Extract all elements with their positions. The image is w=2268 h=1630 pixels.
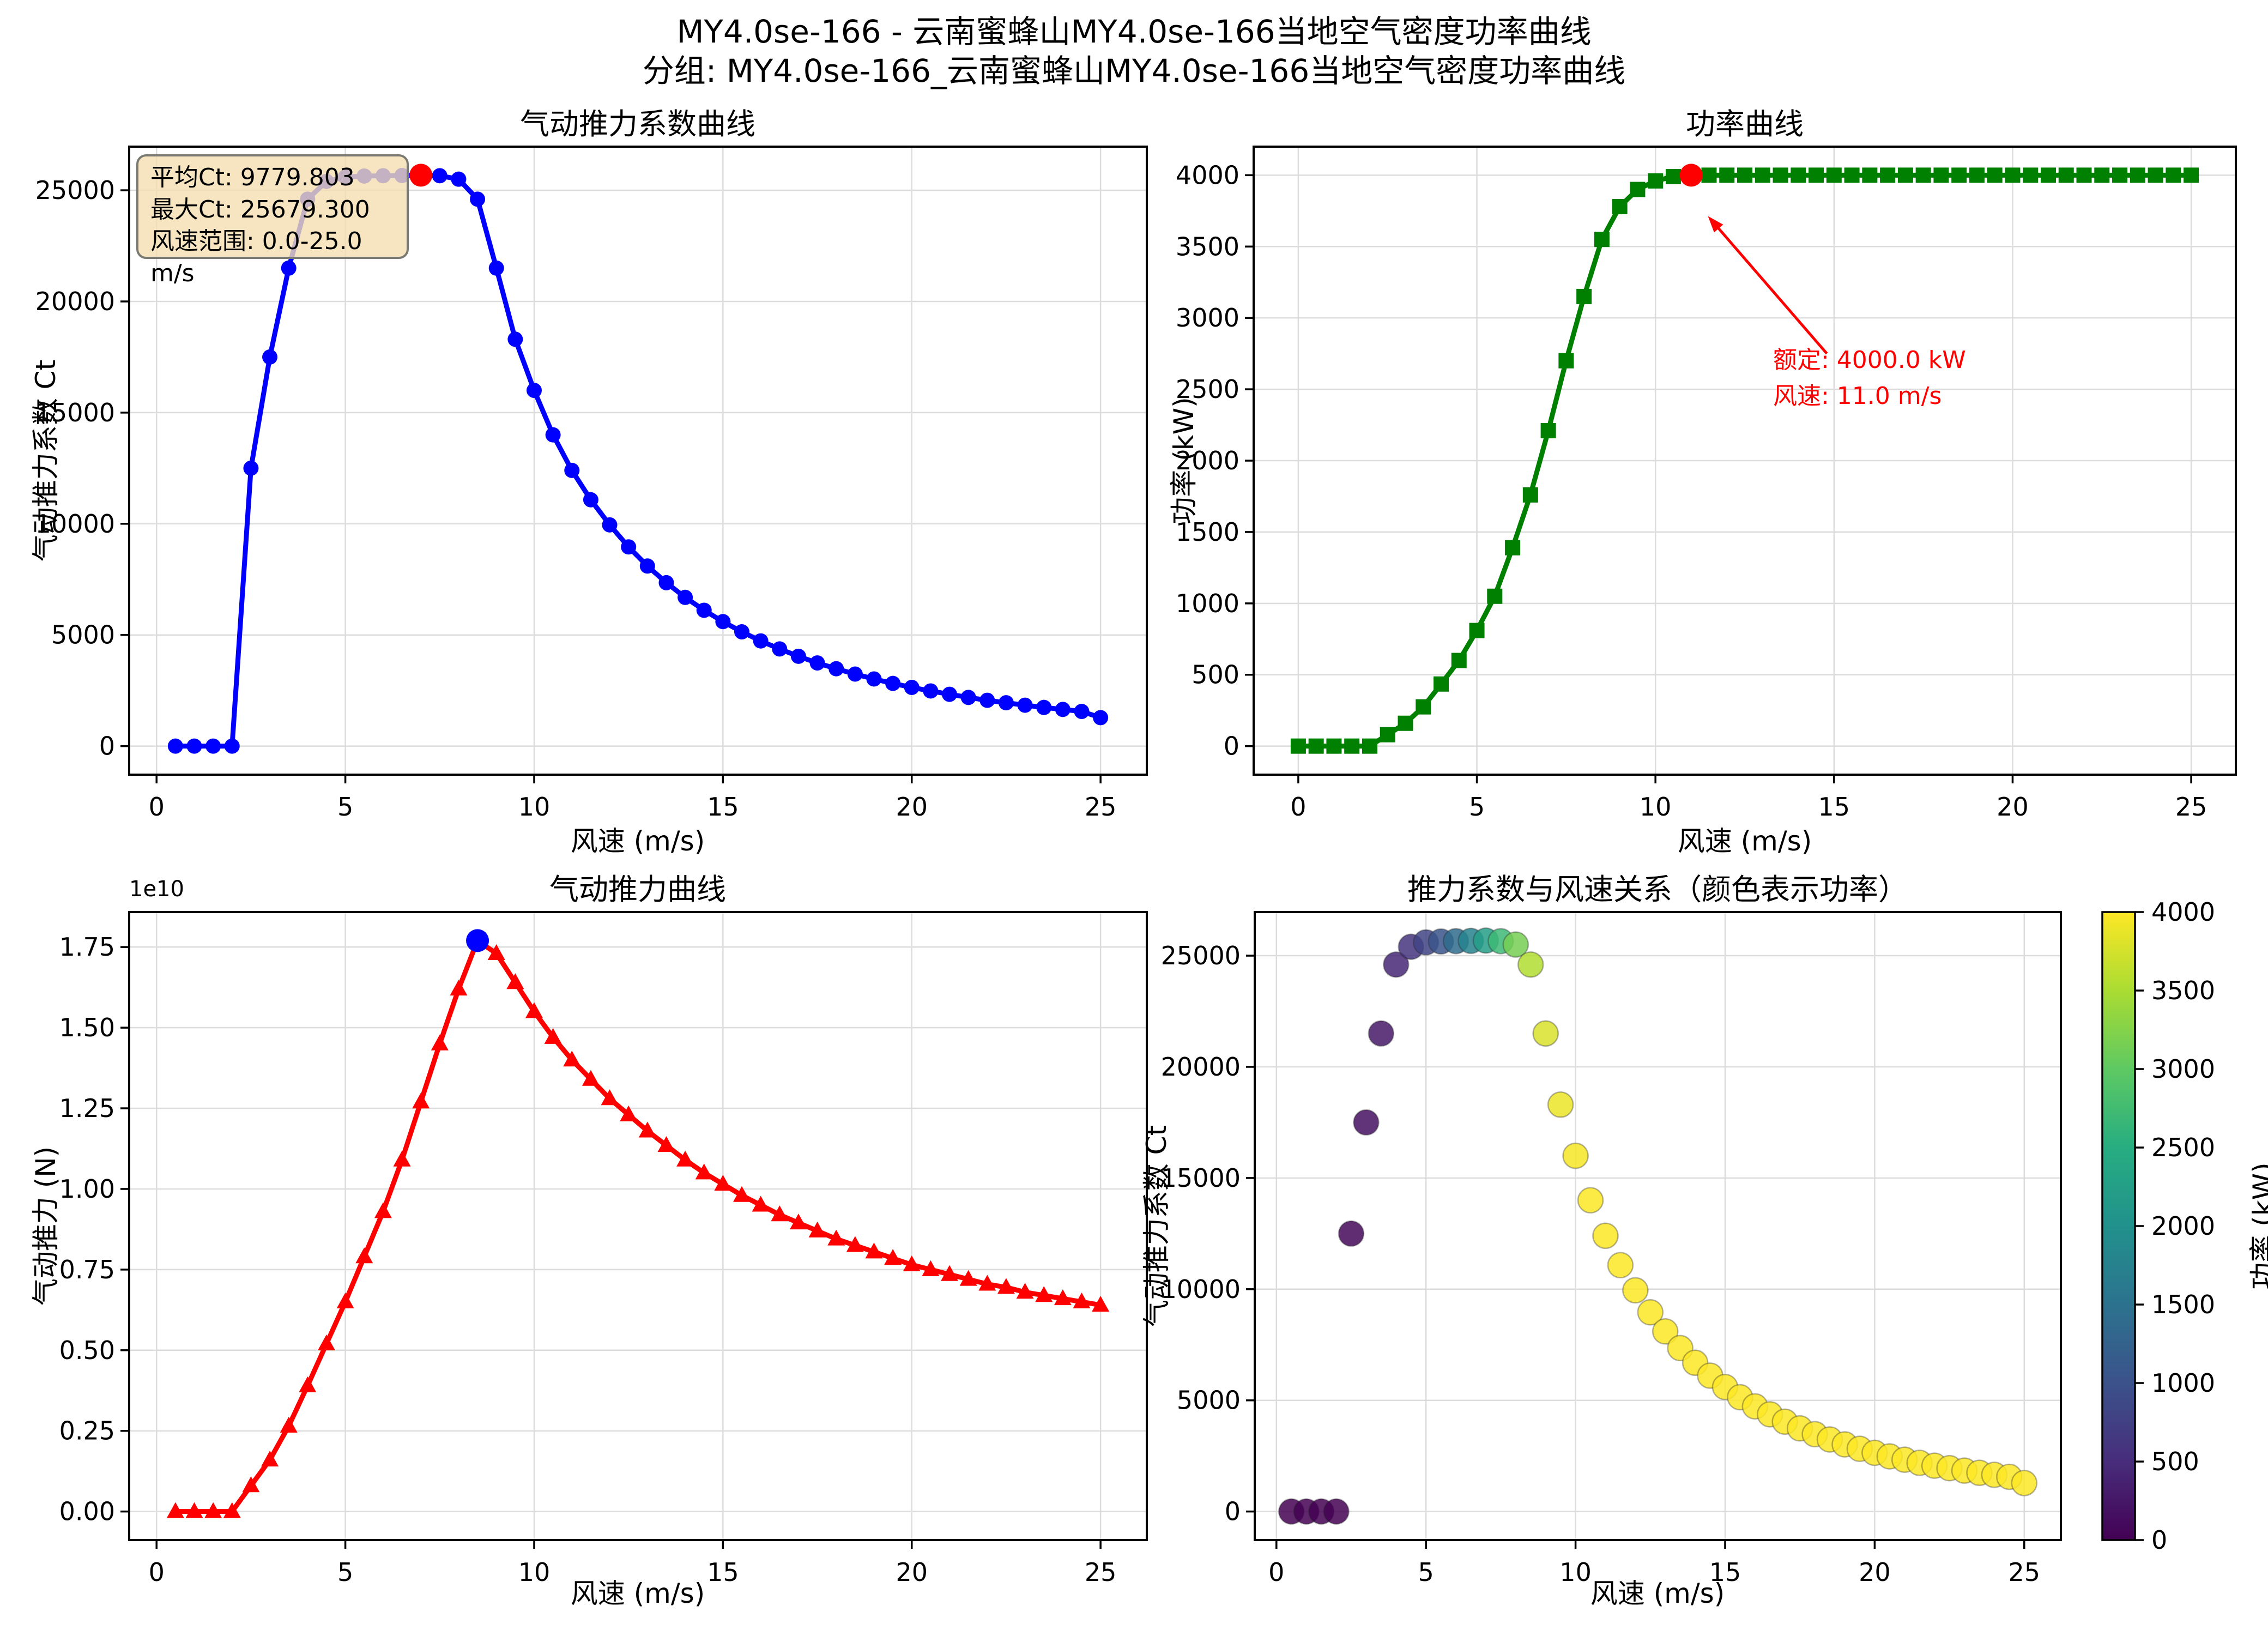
svg-text:25: 25 (2008, 1557, 2040, 1587)
svg-text:0.50: 0.50 (59, 1336, 115, 1365)
svg-text:20000: 20000 (1161, 1052, 1241, 1082)
svg-text:2000: 2000 (2151, 1211, 2215, 1241)
svg-text:0: 0 (1224, 732, 1239, 761)
svg-text:4000: 4000 (2151, 897, 2215, 927)
svg-text:10: 10 (518, 792, 551, 822)
thrust-curve-title: 气动推力曲线 (549, 872, 726, 907)
svg-text:5: 5 (1418, 1557, 1434, 1587)
svg-text:25000: 25000 (35, 176, 115, 205)
svg-text:500: 500 (2151, 1447, 2199, 1476)
svg-text:15: 15 (707, 792, 739, 822)
svg-text:1.50: 1.50 (59, 1013, 115, 1042)
svg-text:0: 0 (1290, 792, 1306, 822)
svg-text:15: 15 (1818, 792, 1850, 822)
stats-max-ct: 最大Ct: 25679.300 (150, 195, 370, 224)
svg-text:5: 5 (337, 792, 353, 822)
rated-power-line: 额定: 4000.0 kW (1773, 346, 1966, 374)
svg-text:15000: 15000 (1161, 1163, 1241, 1193)
svg-text:5: 5 (1469, 792, 1485, 822)
svg-text:25000: 25000 (1161, 941, 1241, 970)
svg-text:0.00: 0.00 (59, 1497, 115, 1526)
power-curve-ylabel: 功率 (kW) (1168, 397, 1200, 524)
thrust-curve-plot: 0 5 10 15 20 250.000.250.500.751.001.251.501.… (59, 911, 1148, 1587)
ct-curve-title: 气动推力系数曲线 (520, 107, 755, 141)
svg-text:1.00: 1.00 (59, 1174, 115, 1204)
figure-suptitle-line2: 分组: MY4.0se-166_云南蜜蜂山MY4.0se-166当地空气密度功率… (642, 52, 1626, 89)
svg-text:10: 10 (1640, 792, 1672, 822)
ct-scatter-xlabel: 风速 (m/s) (1590, 1578, 1725, 1609)
svg-text:4000: 4000 (1176, 160, 1239, 190)
thrust-curve-xlabel: 风速 (m/s) (570, 1578, 705, 1609)
svg-text:3500: 3500 (1176, 232, 1239, 261)
svg-text:0: 0 (1268, 1557, 1284, 1587)
svg-text:25: 25 (1085, 792, 1117, 822)
svg-text:0.75: 0.75 (59, 1255, 115, 1284)
svg-text:3500: 3500 (2151, 976, 2215, 1005)
ct-scatter-title: 推力系数与风速关系（颜色表示功率） (1407, 872, 1908, 907)
svg-text:0: 0 (149, 792, 165, 822)
svg-text:0: 0 (99, 732, 115, 761)
svg-text:500: 500 (1192, 660, 1239, 690)
svg-text:1.75: 1.75 (59, 932, 115, 962)
svg-text:5000: 5000 (1177, 1386, 1241, 1415)
ct-curve-ylabel: 气动推力系数 Ct (30, 359, 62, 562)
thrust-axis-offset-text: 1e10 (129, 877, 184, 902)
svg-text:2500: 2500 (2151, 1133, 2215, 1162)
power-curve-plot: 0 5 10 15 20 25050010001500200025003000350040… (1176, 146, 2237, 822)
svg-text:0.25: 0.25 (59, 1416, 115, 1446)
power-curve-xlabel: 风速 (m/s) (1677, 825, 1812, 857)
ct-scatter-ylabel: 气动推力系数 Ct (1141, 1125, 1172, 1327)
svg-text:1500: 1500 (2151, 1290, 2215, 1319)
stats-wind-range: 风速范围: 0.0-25.0 m/s (150, 227, 362, 287)
svg-text:10000: 10000 (1161, 1275, 1241, 1304)
rated-power-annotation: 额定: 4000.0 kW 风速: 11.0 m/s (1773, 342, 1966, 414)
svg-text:0: 0 (149, 1557, 165, 1587)
svg-text:20: 20 (896, 1557, 928, 1587)
ct-curve-xlabel: 风速 (m/s) (570, 825, 705, 857)
svg-text:5000: 5000 (51, 620, 115, 650)
svg-text:0: 0 (1225, 1497, 1241, 1526)
svg-text:20: 20 (896, 792, 928, 822)
svg-text:25: 25 (1085, 1557, 1117, 1587)
svg-text:5: 5 (337, 1557, 353, 1587)
svg-text:3000: 3000 (2151, 1054, 2215, 1084)
colorbar-label: 功率 (kW) (2247, 1162, 2268, 1290)
svg-text:25: 25 (2175, 792, 2207, 822)
figure-suptitle-line1: MY4.0se-166 - 云南蜜蜂山MY4.0se-166当地空气密度功率曲线 (676, 13, 1592, 50)
svg-text:1000: 1000 (2151, 1368, 2215, 1398)
stats-avg-ct: 平均Ct: 9779.803 (150, 164, 355, 191)
power-curve-title: 功率曲线 (1686, 107, 1804, 141)
svg-text:20: 20 (1997, 792, 2029, 822)
svg-text:0: 0 (2151, 1525, 2167, 1555)
stats-tooltip: 平均Ct: 9779.803 最大Ct: 25679.300 风速范围: 0.0… (136, 154, 409, 287)
rated-speed-line: 风速: 11.0 m/s (1773, 382, 1942, 410)
svg-text:20: 20 (1859, 1557, 1891, 1587)
svg-text:1.25: 1.25 (59, 1094, 115, 1123)
thrust-curve-ylabel: 气动推力 (N) (30, 1146, 62, 1306)
